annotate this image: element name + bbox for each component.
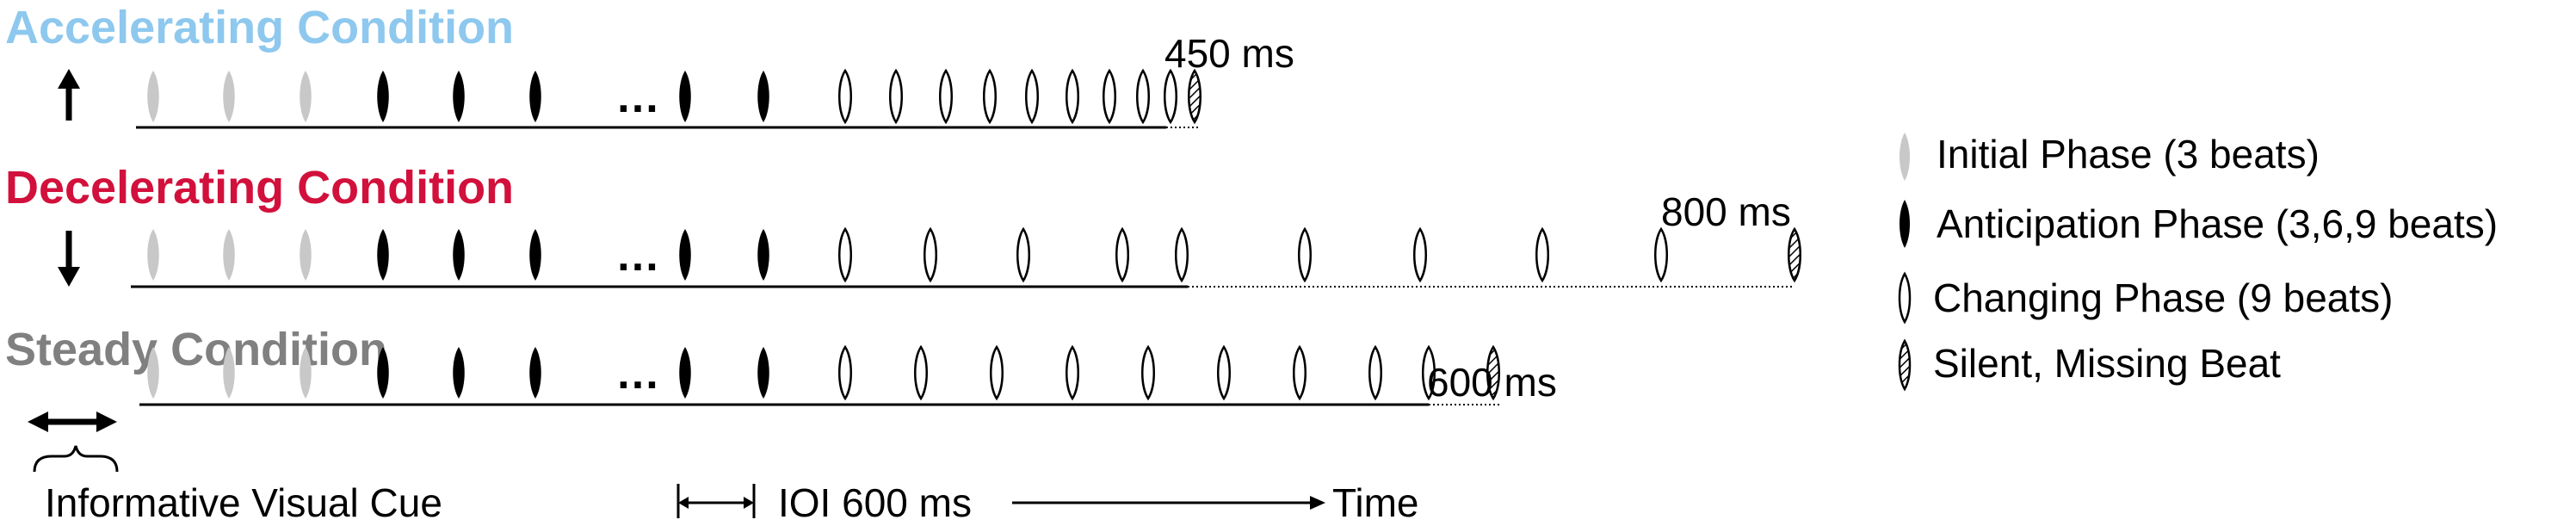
anticipation-beat — [377, 229, 389, 281]
changing-beat — [1535, 226, 1549, 283]
accelerating-title: Accelerating Condition — [5, 2, 514, 53]
initial-beat — [147, 71, 159, 122]
anticipation-beat — [757, 347, 769, 399]
legend-changing-label: Changing Phase (9 beats) — [1933, 275, 2393, 320]
anticipation-beat — [757, 71, 769, 122]
changing-beat — [983, 68, 997, 125]
arrow-up-icon — [58, 69, 80, 121]
anticipation-beat — [757, 229, 769, 281]
legend: Initial Phase (3 beats) Anticipation Pha… — [1898, 132, 2498, 392]
decelerating-beat-row: … 800 ms — [131, 189, 1801, 288]
changing-beat — [1066, 68, 1079, 125]
changing-beat — [838, 68, 852, 125]
arrow-down-icon — [58, 231, 80, 287]
hatched-beat-icon — [1898, 338, 1912, 392]
changing-beat — [1016, 226, 1030, 283]
changing-beat — [1368, 344, 1382, 401]
changing-beat — [990, 344, 1004, 401]
initial-beat — [147, 347, 159, 399]
changing-beat — [1025, 68, 1039, 125]
anticipation-beat — [679, 71, 691, 122]
anticipation-beat — [453, 229, 465, 281]
initial-beat — [300, 229, 312, 281]
white-beat-icon — [1898, 271, 1912, 325]
black-beat-icon — [1900, 200, 1910, 248]
accelerating-beat-row: … 450 ms — [136, 31, 1294, 129]
changing-beat — [1293, 344, 1307, 401]
changing-beat — [1217, 344, 1231, 401]
anticipation-beat — [377, 71, 389, 122]
legend-silent-label: Silent, Missing Beat — [1933, 341, 2281, 386]
initial-beat — [223, 347, 235, 399]
initial-beat — [300, 71, 312, 122]
changing-beat — [1413, 226, 1427, 283]
ellipsis: … — [615, 231, 660, 281]
cue-label: Informative Visual Cue — [45, 480, 442, 525]
changing-beat — [924, 226, 937, 283]
initial-beat — [147, 229, 159, 281]
changing-beat — [838, 226, 852, 283]
anticipation-beat — [529, 71, 541, 122]
cue-brace — [33, 445, 119, 473]
missing-beat — [1788, 226, 1801, 283]
changing-beat — [1136, 68, 1150, 125]
ellipsis: … — [615, 349, 660, 399]
anticipation-beat — [679, 347, 691, 399]
changing-beat — [1115, 226, 1129, 283]
changing-beat — [914, 344, 928, 401]
changing-beat — [1103, 68, 1116, 125]
legend-initial-label: Initial Phase (3 beats) — [1937, 132, 2320, 176]
changing-beat — [1066, 344, 1079, 401]
missing-beat — [1188, 68, 1202, 125]
light-gray-beat-icon — [1900, 133, 1910, 181]
initial-beat — [300, 347, 312, 399]
changing-beat — [939, 68, 953, 125]
ellipsis: … — [615, 72, 660, 122]
time-label: Time — [1332, 480, 1419, 525]
anticipation-beat — [529, 347, 541, 399]
changing-beat — [1141, 344, 1155, 401]
ioi-bracket — [676, 484, 756, 518]
steady-title: Steady Condition — [5, 324, 387, 375]
steady-beat-row: … 600 ms — [139, 344, 1557, 406]
changing-beat — [1298, 226, 1312, 283]
anticipation-beat — [377, 347, 389, 399]
double-arrow-icon — [28, 412, 117, 432]
missing-beat — [1486, 344, 1500, 401]
anticipation-beat — [529, 229, 541, 281]
decelerating-end-label: 800 ms — [1661, 189, 1791, 234]
decelerating-title: Decelerating Condition — [5, 162, 514, 213]
anticipation-beat — [453, 71, 465, 122]
anticipation-beat — [453, 347, 465, 399]
accelerating-end-label: 450 ms — [1164, 31, 1294, 76]
time-arrow — [1012, 496, 1325, 510]
changing-beat — [838, 344, 852, 401]
changing-beat — [1164, 68, 1177, 125]
ioi-label: IOI 600 ms — [778, 480, 972, 525]
changing-beat — [1654, 226, 1668, 283]
anticipation-beat — [679, 229, 691, 281]
changing-beat — [1422, 344, 1436, 401]
legend-anticipation-label: Anticipation Phase (3,6,9 beats) — [1937, 201, 2498, 246]
changing-beat — [1175, 226, 1189, 283]
changing-beat — [889, 68, 903, 125]
initial-beat — [223, 71, 235, 122]
steady-end-label: 600 ms — [1427, 360, 1557, 405]
initial-beat — [223, 229, 235, 281]
